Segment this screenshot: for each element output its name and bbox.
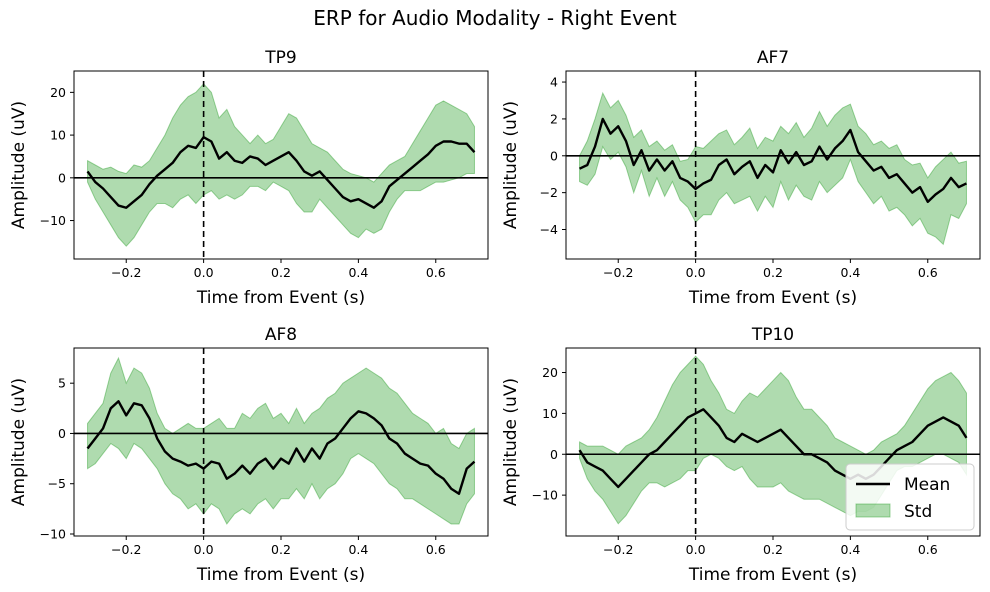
y-tick-label: 2 — [550, 111, 558, 126]
y-axis-label: Amplitude (uV) — [501, 378, 521, 506]
legend: Mean Std — [845, 463, 975, 531]
y-axis-label: Amplitude (uV) — [9, 101, 29, 229]
subplot-title: AF8 — [265, 325, 297, 345]
subplot-tp10: −0.2 0.0 0.2 0.4 0.6 −10 0 10 20 TP10 Time from Ev… — [501, 325, 981, 585]
y-tick-label: −10 — [40, 213, 66, 228]
y-tick-label: 10 — [542, 406, 558, 421]
y-tick-label: −10 — [40, 526, 66, 541]
subplot-af7: −0.2 0.0 0.2 0.4 0.6 −4 −2 0 2 4 AF7 Time from Even… — [501, 48, 981, 308]
mean-line — [578, 408, 968, 489]
x-tick-label: 0.2 — [763, 542, 783, 557]
legend-mean-label: Mean — [904, 475, 950, 495]
plot-area — [566, 71, 980, 259]
subplot-title: TP9 — [264, 48, 296, 68]
y-axis-label: Amplitude (uV) — [501, 101, 521, 229]
subplot-tp9: −0.2 0.0 0.2 0.4 0.6 −10 0 10 20 TP9 Time from Eve… — [9, 48, 489, 308]
mean-line — [579, 117, 967, 204]
x-tick-label: −0.2 — [603, 265, 633, 280]
y-tick-label: 0 — [58, 170, 66, 185]
y-tick-label: 20 — [542, 365, 558, 380]
x-tick-label: 0.4 — [840, 265, 860, 280]
x-tick-label: 0.6 — [426, 265, 446, 280]
y-tick-label: 0 — [550, 148, 558, 163]
x-tick-label: 0.0 — [686, 265, 706, 280]
x-tick-label: −0.2 — [111, 542, 141, 557]
subplot-title: AF7 — [757, 48, 789, 68]
x-tick-label: 0.4 — [840, 542, 860, 557]
y-tick-label: 20 — [50, 85, 66, 100]
legend-box — [845, 463, 975, 531]
x-axis-label: Time from Event (s) — [688, 565, 857, 585]
x-axis-label: Time from Event (s) — [196, 565, 365, 585]
x-tick-label: 0.6 — [426, 542, 446, 557]
x-tick-label: 0.4 — [348, 265, 368, 280]
x-tick-label: 0.2 — [271, 542, 291, 557]
subplot-af8: −0.2 0.0 0.2 0.4 0.6 −10 −5 0 5 AF8 Time from Even… — [9, 325, 489, 585]
mean-line — [86, 136, 476, 209]
std-band — [579, 91, 967, 246]
y-tick-label: 5 — [58, 376, 66, 391]
legend-std-swatch — [855, 503, 891, 518]
plot-area — [74, 348, 488, 536]
figure-title: ERP for Audio Modality - Right Event — [313, 6, 677, 30]
x-tick-label: 0.2 — [763, 265, 783, 280]
y-axis-label: Amplitude (uV) — [9, 378, 29, 506]
x-tick-label: 0.0 — [194, 265, 214, 280]
legend-std-label: Std — [904, 502, 932, 522]
x-tick-label: −0.2 — [111, 265, 141, 280]
y-tick-label: −10 — [532, 488, 558, 503]
y-tick-label: −4 — [540, 222, 558, 237]
std-band — [87, 356, 475, 525]
x-tick-label: −0.2 — [603, 542, 633, 557]
mean-line — [86, 400, 476, 495]
x-tick-label: 0.4 — [348, 542, 368, 557]
x-tick-label: 0.0 — [194, 542, 214, 557]
x-axis-label: Time from Event (s) — [688, 288, 857, 308]
x-tick-label: 0.2 — [271, 265, 291, 280]
x-tick-label: 0.6 — [918, 265, 938, 280]
y-tick-label: 10 — [50, 128, 66, 143]
y-tick-label: 4 — [550, 75, 558, 90]
subplot-title: TP10 — [751, 325, 794, 345]
x-axis-label: Time from Event (s) — [196, 288, 365, 308]
plot-area — [74, 71, 488, 259]
y-tick-label: −2 — [540, 185, 558, 200]
x-tick-label: 0.6 — [918, 542, 938, 557]
y-tick-label: 0 — [550, 447, 558, 462]
y-tick-label: 0 — [58, 426, 66, 441]
y-tick-label: −5 — [48, 476, 66, 491]
x-tick-label: 0.0 — [686, 542, 706, 557]
